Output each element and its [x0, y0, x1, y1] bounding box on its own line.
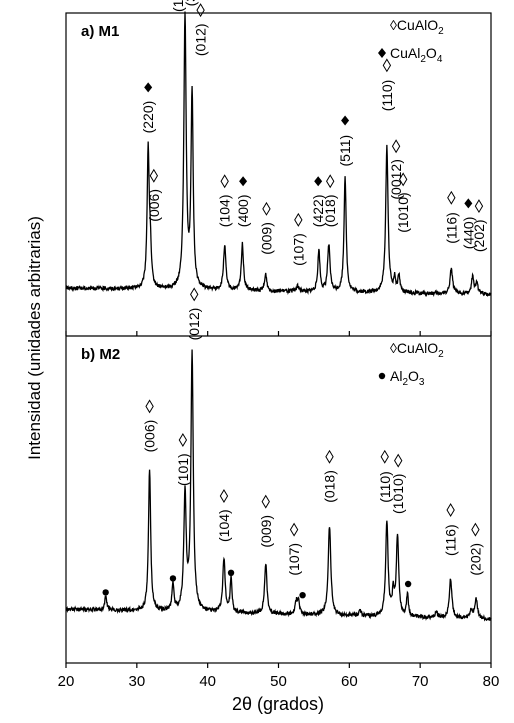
- peak-marker-m1-13: [391, 139, 401, 154]
- peak-label-m2-12: (1010): [390, 474, 406, 514]
- y-axis-title: Intensidad (unidades arbitrarias): [25, 216, 44, 460]
- peak-label-m2-7: (009): [258, 515, 274, 548]
- peak-marker-m2-10: [325, 449, 334, 464]
- peak-label-m1-9: (422): [310, 195, 326, 228]
- peak-marker-m1-8: [294, 212, 303, 227]
- peak-label-m2-5: (104): [216, 509, 232, 542]
- x-tick-label-50: 50: [270, 673, 287, 690]
- peak-label-m1-8: (107): [290, 233, 306, 266]
- peak-marker-m1-4: [196, 3, 205, 18]
- peak-marker-m1-12: [382, 58, 392, 73]
- peak-marker-m1-15: [447, 190, 456, 205]
- peak-label-m1-7: (009): [259, 222, 275, 255]
- peak-label-m2-10: (018): [322, 470, 338, 503]
- peak-marker-m2-6: [227, 569, 235, 576]
- peak-label-m1-12: (110): [379, 80, 395, 112]
- peak-marker-m2-8: [289, 522, 299, 537]
- peak-marker-m2-12: [394, 453, 403, 468]
- peak-label-m1-15: (116): [443, 212, 459, 244]
- pattern-trace-m2: [65, 349, 492, 622]
- x-tick-label-70: 70: [412, 673, 429, 690]
- peak-label-m1-0: (220): [140, 101, 156, 134]
- x-tick-label-80: 80: [483, 673, 500, 690]
- pattern-trace-m1: [65, 11, 492, 298]
- peak-marker-m2-5: [219, 489, 229, 503]
- peak-label-m1-10: (018): [322, 195, 338, 228]
- panel-m2: b) M2 ◊CuAlO2 Al2O3 (006) (101) (012) (104) (00…: [65, 287, 492, 622]
- peak-label-m1-16: (440): [460, 217, 476, 250]
- legend-entry-m2-0: ◊CuAlO2: [390, 340, 444, 360]
- peak-label-m1-14: (1010): [395, 192, 411, 232]
- peak-marker-m1-1: [149, 168, 159, 183]
- peak-marker-m2-14: [446, 503, 455, 517]
- peak-label-m1-3: (311): [183, 0, 199, 6]
- peak-marker-m1-10: [326, 174, 335, 189]
- peak-label-m2-11: (110): [377, 471, 393, 503]
- peak-label-m1-4: (012): [193, 23, 209, 56]
- peak-marker-m2-2: [169, 575, 177, 582]
- peak-marker-m2-9: [299, 592, 306, 599]
- peak-label-m1-17: (202): [471, 219, 487, 252]
- panel-label-m1: a) M1: [81, 23, 119, 40]
- legend-marker-m1-1: [378, 48, 386, 58]
- x-tick-label-40: 40: [199, 673, 216, 690]
- peak-label-m2-8: (107): [286, 543, 302, 576]
- peak-marker-m1-9: [314, 176, 323, 187]
- panel-m1: a) M1 ◊CuAlO2 CuAl2O4 (220) (006) (101)(311) (…: [65, 0, 492, 298]
- legend-entry-m2-1: Al2O3: [390, 368, 425, 388]
- peak-marker-m1-11: [341, 115, 350, 126]
- peak-label-m1-11: (511): [337, 135, 353, 167]
- peak-marker-m2-0: [102, 589, 109, 596]
- peak-marker-m1-14: [398, 172, 408, 187]
- x-tick-label-20: 20: [58, 673, 75, 690]
- peak-marker-m1-16: [464, 198, 473, 209]
- x-axis-title: 2θ (grados): [232, 694, 324, 714]
- legend-marker-m2-1: [378, 372, 386, 380]
- peak-marker-m1-17: [474, 199, 484, 214]
- peak-label-m2-15: (202): [467, 543, 483, 576]
- peak-marker-m2-13: [404, 580, 412, 588]
- panel-label-m2: b) M2: [81, 346, 120, 363]
- peak-marker-m1-7: [262, 201, 271, 216]
- peak-marker-m1-5: [220, 174, 229, 189]
- peak-marker-m2-7: [261, 494, 270, 509]
- peak-marker-m1-6: [239, 176, 248, 187]
- peak-marker-m1-0: [144, 82, 153, 93]
- x-tick-label-60: 60: [341, 673, 358, 690]
- x-axis: 20 30 40 50 60 70 80: [58, 331, 500, 690]
- peak-label-m1-1: (006): [146, 189, 162, 222]
- peak-marker-m2-1: [145, 399, 154, 414]
- peak-marker-m2-4: [190, 287, 199, 302]
- peak-label-m1-13: (0012): [388, 159, 404, 199]
- peak-label-m2-14: (116): [443, 524, 459, 556]
- legend-entry-m1-1: CuAl2O4: [390, 45, 443, 65]
- peak-label-m1-5: (104): [217, 195, 233, 228]
- peak-label-m2-3: (101): [175, 453, 191, 486]
- legend-entry-m1-0: ◊CuAlO2: [390, 17, 444, 37]
- peak-marker-m2-11: [380, 449, 389, 464]
- peak-label-m2-4: (012): [186, 308, 202, 341]
- peak-marker-m2-15: [471, 522, 480, 537]
- x-tick-label-30: 30: [128, 673, 145, 690]
- peak-label-m1-6: (400): [235, 195, 251, 228]
- peak-marker-m2-3: [178, 433, 188, 447]
- peak-label-m2-1: (006): [142, 420, 158, 453]
- peak-label-m1-2: (101): [170, 0, 186, 12]
